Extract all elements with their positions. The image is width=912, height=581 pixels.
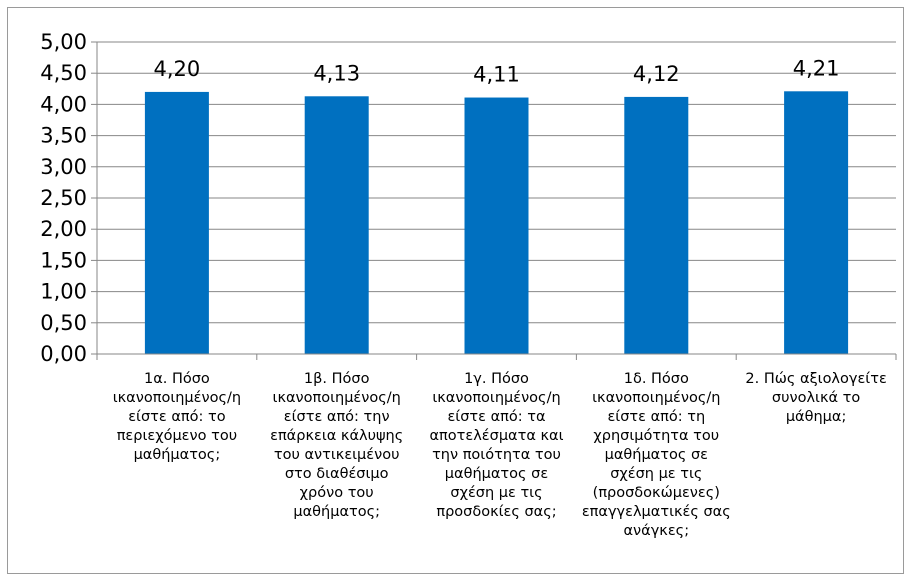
x-category-label: 1γ. Πόσο ικανοποιημένος/η είστε από: τα … [429, 371, 564, 520]
y-tick-label: 5,00 [40, 30, 87, 54]
y-tick-label: 1,00 [40, 280, 87, 304]
y-tick-label: 0,00 [40, 342, 87, 366]
data-labels: 4,20 4,13 4,11 4,12 4,21 [154, 56, 840, 86]
y-tick-label: 2,50 [40, 186, 87, 210]
bars [144, 91, 849, 355]
bar [464, 97, 529, 354]
data-label: 4,12 [633, 62, 680, 86]
y-tick-label: 1,50 [40, 248, 87, 272]
axes [96, 42, 897, 360]
y-tick-label: 4,50 [40, 61, 87, 85]
data-label: 4,11 [473, 63, 520, 87]
data-label: 4,13 [313, 61, 360, 85]
data-label: 4,20 [154, 57, 201, 81]
y-tick-label: 0,50 [40, 311, 87, 335]
bar [304, 96, 369, 355]
y-tick-label: 3,00 [40, 155, 87, 179]
bar [624, 96, 689, 355]
bar [784, 91, 849, 355]
y-axis-ticks: 0,00 0,50 1,00 1,50 2,00 2,50 3,00 3,50 4,00 4,50… [40, 30, 97, 366]
x-category-label: 1β. Πόσο ικανοποιημένος/η είστε από: την… [270, 371, 404, 520]
x-category-label: 2. Πώς αξιολογείτε συνολικά το μάθημα; [745, 371, 887, 425]
x-category-label: 1α. Πόσο ικανοποιημένος/η είστε από: το … [112, 371, 242, 463]
x-category-label: 1δ. Πόσο ικανοποιημένος/η είστε από: τη … [581, 371, 731, 539]
y-tick-label: 2,00 [40, 217, 87, 241]
y-tick-label: 3,50 [40, 124, 87, 148]
y-tick-label: 4,00 [40, 92, 87, 116]
bar [144, 91, 209, 355]
bar-chart: 0,00 0,50 1,00 1,50 2,00 2,50 3,00 3,50 4,00 4,50… [40, 30, 897, 366]
data-label: 4,21 [793, 56, 840, 80]
chart-frame: 0,00 0,50 1,00 1,50 2,00 2,50 3,00 3,50 4,00 4,50… [7, 7, 904, 574]
